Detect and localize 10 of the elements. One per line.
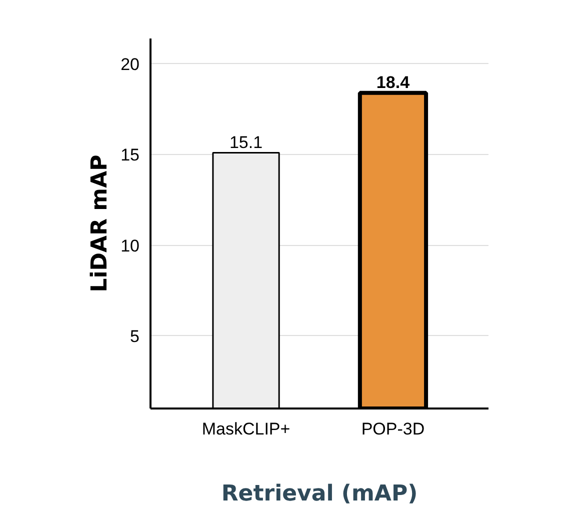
x-axis-title: Retrieval (mAP) (221, 482, 418, 506)
data-label: 15.1 (229, 132, 263, 152)
x-tick-label: POP-3D (361, 420, 425, 438)
y-tick-label: 20 (120, 54, 140, 74)
y-axis-title: LiDAR mAP (88, 154, 113, 292)
data-label: 18.4 (376, 72, 410, 92)
y-tick-label: 5 (130, 326, 140, 346)
x-tick-label: MaskCLIP+ (202, 420, 290, 438)
y-tick-label: 10 (120, 236, 140, 256)
y-tick-label: 15 (120, 146, 140, 165)
